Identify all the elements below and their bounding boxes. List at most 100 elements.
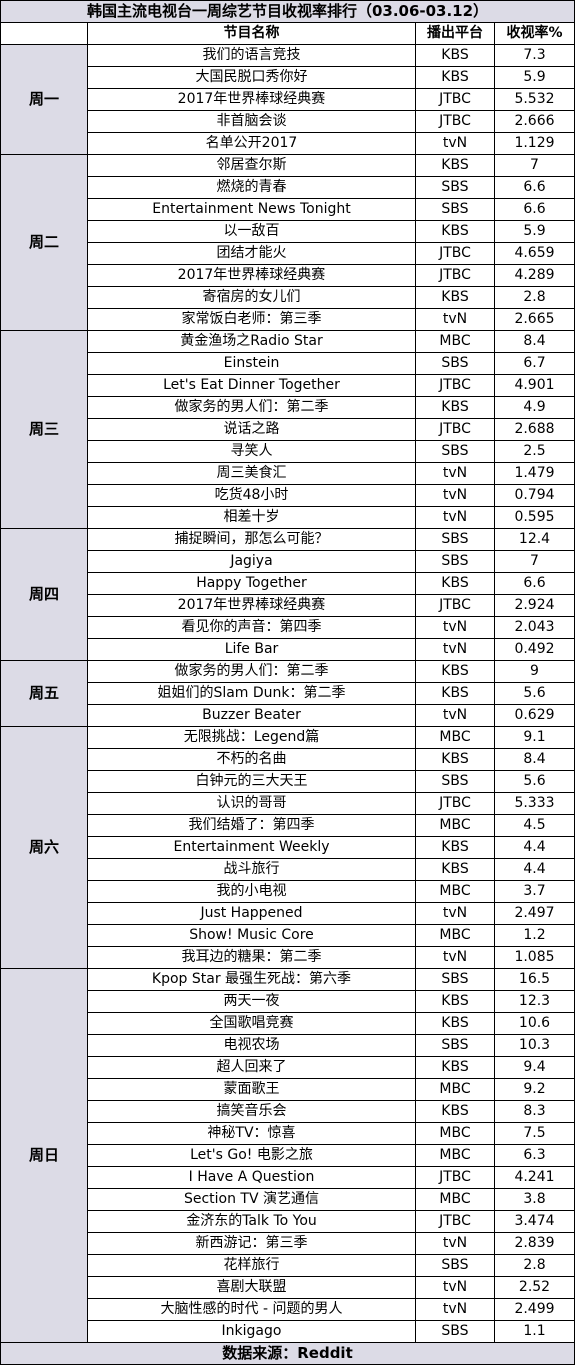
rating-cell: 4.9 [494, 396, 575, 419]
program-name-cell: 战斗旅行 [87, 858, 416, 881]
day-label: 周六 [0, 726, 88, 969]
platform-cell: SBS [415, 770, 495, 793]
rating-cell: 3.474 [494, 1210, 575, 1233]
rating-cell: 5.9 [494, 66, 575, 89]
platform-cell: MBC [415, 880, 495, 903]
program-name-cell: Inkigago [87, 1320, 416, 1343]
platform-cell: JTBC [415, 792, 495, 815]
table-row: 新西游记：第三季 tvN 2.839 [1, 1232, 575, 1255]
rating-cell: 6.6 [494, 572, 575, 595]
program-name-cell: 认识的哥哥 [87, 792, 416, 815]
rating-cell: 1.085 [494, 946, 575, 969]
platform-cell: KBS [415, 748, 495, 771]
rating-cell: 9.2 [494, 1078, 575, 1101]
platform-cell: tvN [415, 902, 495, 925]
table-row: 吃货48小时 tvN 0.794 [1, 484, 575, 507]
column-header-name: 节目名称 [87, 22, 416, 45]
rating-cell: 4.4 [494, 858, 575, 881]
rating-cell: 2.043 [494, 616, 575, 639]
rating-cell: 1.479 [494, 462, 575, 485]
table-row: 超人回来了 KBS 9.4 [1, 1056, 575, 1079]
rating-cell: 16.5 [494, 968, 575, 991]
day-label: 周日 [0, 968, 88, 1343]
table-row: 燃烧的青春 SBS 6.6 [1, 176, 575, 199]
platform-cell: KBS [415, 1056, 495, 1079]
program-name-cell: 2017年世界棒球经典赛 [87, 264, 416, 287]
table-row: Inkigago SBS 1.1 [1, 1320, 575, 1343]
program-name-cell: 看见你的声音：第四季 [87, 616, 416, 639]
program-name-cell: 团结才能火 [87, 242, 416, 265]
table-row: 看见你的声音：第四季 tvN 2.043 [1, 616, 575, 639]
program-name-cell: 喜剧大联盟 [87, 1276, 416, 1299]
table-row: 家常饭白老师：第三季 tvN 2.665 [1, 308, 575, 331]
title-row: 韩国主流电视台一周综艺节目收视率排行（03.06-03.12） [0, 0, 575, 23]
program-name-cell: Happy Together [87, 572, 416, 595]
platform-cell: SBS [415, 1320, 495, 1343]
rating-cell: 8.4 [494, 748, 575, 771]
platform-cell: KBS [415, 990, 495, 1013]
table-row: 花样旅行 SBS 2.8 [1, 1254, 575, 1277]
platform-cell: MBC [415, 726, 495, 749]
rating-cell: 2.839 [494, 1232, 575, 1255]
rating-cell: 10.6 [494, 1012, 575, 1035]
platform-cell: JTBC [415, 110, 495, 133]
program-name-cell: 大脑性感的时代 - 问题的男人 [87, 1298, 416, 1321]
rating-cell: 0.595 [494, 506, 575, 529]
platform-cell: KBS [415, 220, 495, 243]
program-name-cell: 花样旅行 [87, 1254, 416, 1277]
platform-cell: KBS [415, 66, 495, 89]
program-name-cell: 我们结婚了：第四季 [87, 814, 416, 837]
program-name-cell: 我们的语言竞技 [87, 44, 416, 67]
rating-cell: 1.2 [494, 924, 575, 947]
table-row: 周一 我们的语言竞技 KBS 7.3 [0, 44, 575, 155]
platform-cell: SBS [415, 352, 495, 375]
rating-cell: 8.4 [494, 330, 575, 353]
platform-cell: tvN [415, 308, 495, 331]
rating-cell: 12.4 [494, 528, 575, 551]
rating-cell: 2.924 [494, 594, 575, 617]
program-name-cell: 做家务的男人们：第二季 [87, 396, 416, 419]
rating-cell: 4.659 [494, 242, 575, 265]
program-name-cell: Entertainment News Tonight [87, 198, 416, 221]
table-row: 做家务的男人们：第二季 KBS 4.9 [1, 396, 575, 419]
rating-cell: 2.8 [494, 1254, 575, 1277]
platform-cell: tvN [415, 484, 495, 507]
rating-cell: 7.5 [494, 1122, 575, 1145]
rating-cell: 5.333 [494, 792, 575, 815]
platform-cell: tvN [415, 506, 495, 529]
platform-cell: JTBC [415, 374, 495, 397]
rating-cell: 4.241 [494, 1166, 575, 1189]
rating-cell: 9.4 [494, 1056, 575, 1079]
rating-cell: 2.666 [494, 110, 575, 133]
table-row: 神秘TV：惊喜 MBC 7.5 [1, 1122, 575, 1145]
rating-cell: 5.6 [494, 770, 575, 793]
day-label: 周一 [0, 44, 88, 155]
table-row: 周二 邻居查尔斯 KBS 7 [0, 154, 575, 331]
platform-cell: MBC [415, 924, 495, 947]
rating-cell: 3.8 [494, 1188, 575, 1211]
platform-cell: MBC [415, 1122, 495, 1145]
rating-cell: 0.629 [494, 704, 575, 727]
rating-cell: 6.6 [494, 176, 575, 199]
day-label: 周三 [0, 330, 88, 529]
program-name-cell: Let's Go! 电影之旅 [87, 1144, 416, 1167]
platform-cell: tvN [415, 1298, 495, 1321]
table-row: I Have A Question JTBC 4.241 [1, 1166, 575, 1189]
platform-cell: SBS [415, 968, 495, 991]
program-name-cell: 周三美食汇 [87, 462, 416, 485]
program-name-cell: 寻笑人 [87, 440, 416, 463]
program-name-cell: 邻居查尔斯 [87, 154, 416, 177]
rating-cell: 9.1 [494, 726, 575, 749]
rating-cell: 12.3 [494, 990, 575, 1013]
rating-cell: 4.289 [494, 264, 575, 287]
table-row: 喜剧大联盟 tvN 2.52 [1, 1276, 575, 1299]
table-row: 周四 捕捉瞬间，那怎么可能？ SBS 12.4 [0, 528, 575, 661]
table-row: Buzzer Beater tvN 0.629 [1, 704, 575, 727]
program-name-cell: 家常饭白老师：第三季 [87, 308, 416, 331]
table-row: 团结才能火 JTBC 4.659 [1, 242, 575, 265]
platform-cell: KBS [415, 858, 495, 881]
platform-cell: KBS [415, 572, 495, 595]
table-row: 搞笑音乐会 KBS 8.3 [1, 1100, 575, 1123]
program-name-cell: 无限挑战：Legend篇 [87, 726, 416, 749]
